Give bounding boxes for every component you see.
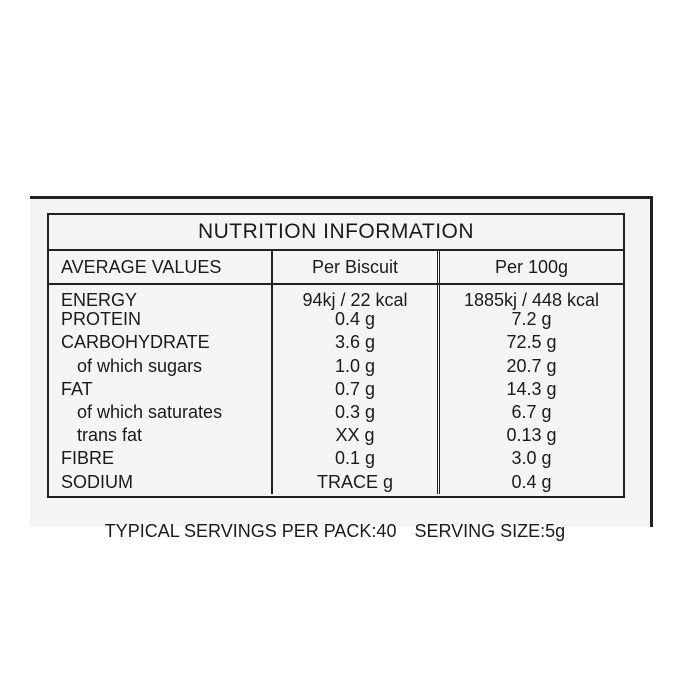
nutrient-name: SODIUM [61,471,133,492]
header-row: AVERAGE VALUES Per Biscuit Per 100g [49,251,623,285]
nutrition-label: NUTRITION INFORMATION AVERAGE VALUES Per … [30,196,653,541]
nutrition-table: NUTRITION INFORMATION AVERAGE VALUES Per … [47,213,625,498]
nutrient-value: 20.7 g [437,354,623,378]
nutrient-value: 7.2 g [437,308,623,332]
nutrient-value: 0.4 g [271,308,437,332]
nutrient-name: of which saturates [77,401,223,422]
header-cell: Per Biscuit [271,251,437,283]
table-row: FIBRE 0.1 g 3.0 g [49,447,623,471]
table-row: FAT 0.7 g 14.3 g [49,377,623,401]
nutrient-value: 6.7 g [437,400,623,425]
table-title: NUTRITION INFORMATION [49,215,623,251]
table-row: trans fat XX g 0.13 g [49,424,623,448]
nutrient-value: 14.3 g [437,377,623,401]
nutrient-value: 1.0 g [271,354,437,378]
table-row: of which saturates 0.3 g 6.7 g [49,400,623,425]
nutrient-value: 3.6 g [271,331,437,355]
table-row: ENERGY 94kj / 22 kcal 1885kj / 448 kcal [49,285,623,310]
nutrient-name: FIBRE [61,448,115,469]
nutrient-value: 0.1 g [271,447,437,471]
table-row: SODIUM TRACE g 0.4 g [49,470,623,494]
table-row: of which sugars 1.0 g 20.7 g [49,354,623,378]
nutrient-value: 0.3 g [271,400,437,425]
nutrient-value: 1885kj / 448 kcal [437,285,623,310]
nutrient-value: 0.4 g [437,470,623,494]
nutrient-value: 94kj / 22 kcal [271,285,437,310]
nutrient-name: FAT [61,378,93,399]
table-row: CARBOHYDRATE 3.6 g 72.5 g [49,331,623,355]
nutrient-name: trans fat [77,425,143,446]
nutrient-value: TRACE g [271,470,437,494]
nutrient-value: XX g [271,424,437,448]
nutrient-name: of which sugars [77,355,203,376]
nutrient-value: 0.13 g [437,424,623,448]
nutrient-value: 0.7 g [271,377,437,401]
nutrient-name: CARBOHYDRATE [61,332,210,353]
nutrient-name: ENERGY [61,290,138,310]
table-row: PROTEIN 0.4 g 7.2 g [49,308,623,332]
servings-per-pack: TYPICAL SERVINGS PER PACK:40 [104,521,397,541]
table-body: ENERGY 94kj / 22 kcal 1885kj / 448 kcal PRO… [49,285,623,494]
footer: TYPICAL SERVINGS PER PACK:40 SERVING SIZE… [85,500,566,563]
header-cell: AVERAGE VALUES [61,257,222,277]
serving-size: SERVING SIZE:5g [414,521,566,541]
nutrient-name: PROTEIN [61,309,142,330]
nutrient-value: 72.5 g [437,331,623,355]
header-cell: Per 100g [437,251,623,283]
nutrient-value: 3.0 g [437,447,623,471]
